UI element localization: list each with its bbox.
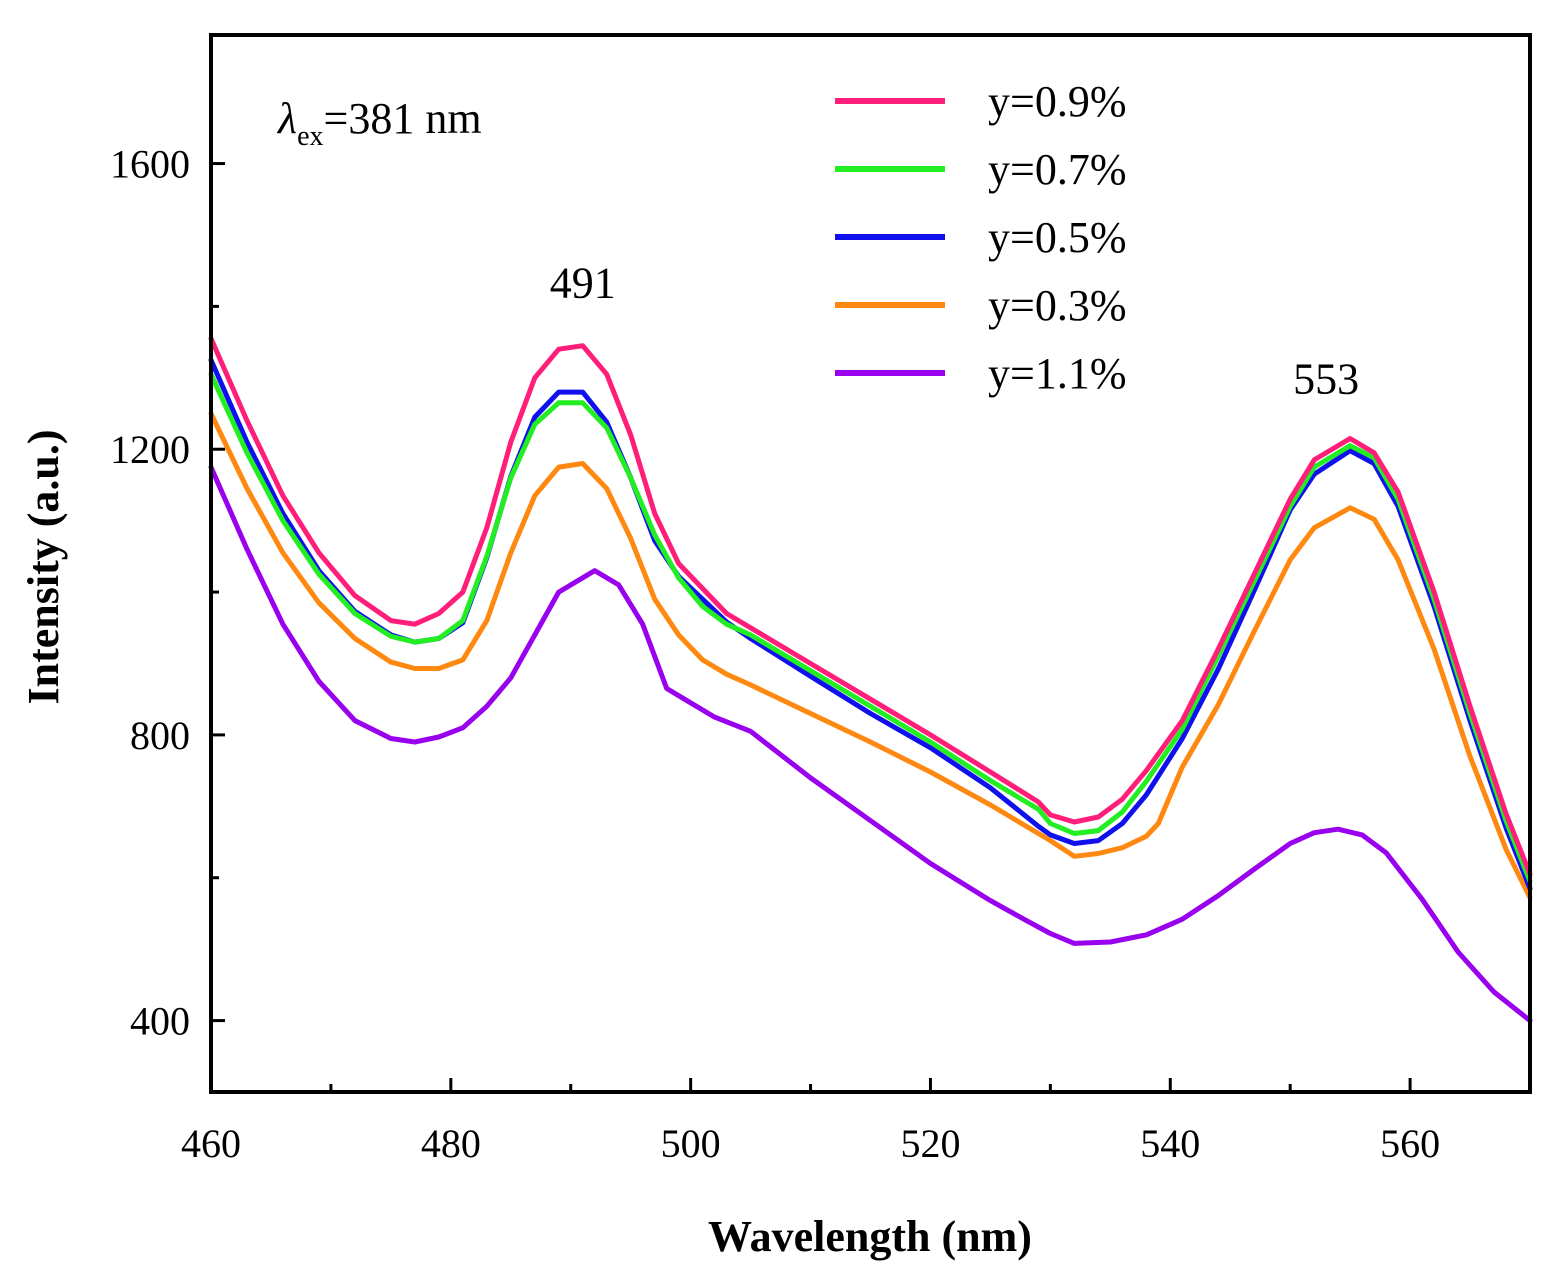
series-layer xyxy=(208,336,1533,1024)
x-tick-label-480: 480 xyxy=(421,1121,481,1166)
legend-label-y-1-1-: y=1.1% xyxy=(988,349,1126,398)
peak-label-553: 553 xyxy=(1293,355,1359,404)
peak-label-491: 491 xyxy=(550,259,616,308)
x-tick-label-520: 520 xyxy=(900,1121,960,1166)
y-axis-title: Intensity (a.u.) xyxy=(19,429,68,704)
x-axis-title: Wavelength (nm) xyxy=(708,1212,1032,1261)
y-tick-label-1200: 1200 xyxy=(110,427,190,472)
series-line-y-1-1- xyxy=(208,464,1533,1024)
series-line-y-0-9- xyxy=(208,336,1533,877)
legend-label-y-0-3-: y=0.3% xyxy=(988,281,1126,330)
y-axis-ticks: 400 800 1200 1600 xyxy=(110,142,225,1044)
legend-label-y-0-9-: y=0.9% xyxy=(988,77,1126,126)
legend-label-y-0-7-: y=0.7% xyxy=(988,145,1126,194)
x-tick-label-460: 460 xyxy=(181,1121,241,1166)
series-line-y-0-3- xyxy=(208,411,1533,901)
legend-label-y-0-5-: y=0.5% xyxy=(988,213,1126,262)
x-tick-label-560: 560 xyxy=(1380,1121,1440,1166)
x-tick-label-500: 500 xyxy=(661,1121,721,1166)
excitation-annotation: λex=381 nm xyxy=(276,94,482,152)
series-line-y-0-7- xyxy=(208,371,1533,884)
x-tick-label-540: 540 xyxy=(1140,1121,1200,1166)
plot-frame xyxy=(209,33,1532,1094)
legend: y=0.9% y=0.7% y=0.5% y=0.3% y=1.1% xyxy=(835,77,1126,398)
y-tick-label-1600: 1600 xyxy=(110,142,190,187)
x-axis-ticks: 460 480 500 520 540 560 xyxy=(181,1078,1532,1166)
y-tick-label-800: 800 xyxy=(130,713,190,758)
y-tick-label-400: 400 xyxy=(130,999,190,1044)
